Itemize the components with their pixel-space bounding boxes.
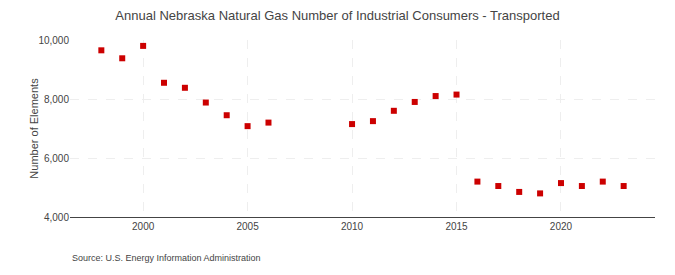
svg-text:10,000: 10,000: [38, 35, 69, 46]
svg-text:Number of Elements: Number of Elements: [28, 78, 40, 179]
svg-text:6,000: 6,000: [44, 153, 69, 164]
svg-text:2005: 2005: [236, 221, 259, 232]
svg-text:4,000: 4,000: [44, 212, 69, 223]
svg-text:2010: 2010: [341, 221, 364, 232]
svg-text:Source: U.S. Energy Informatio: Source: U.S. Energy Information Administ…: [72, 253, 261, 263]
svg-text:2020: 2020: [550, 221, 573, 232]
svg-text:Annual Nebraska Natural Gas Nu: Annual Nebraska Natural Gas Number of In…: [115, 8, 559, 23]
svg-text:2000: 2000: [132, 221, 155, 232]
svg-text:8,000: 8,000: [44, 94, 69, 105]
svg-text:2015: 2015: [445, 221, 468, 232]
